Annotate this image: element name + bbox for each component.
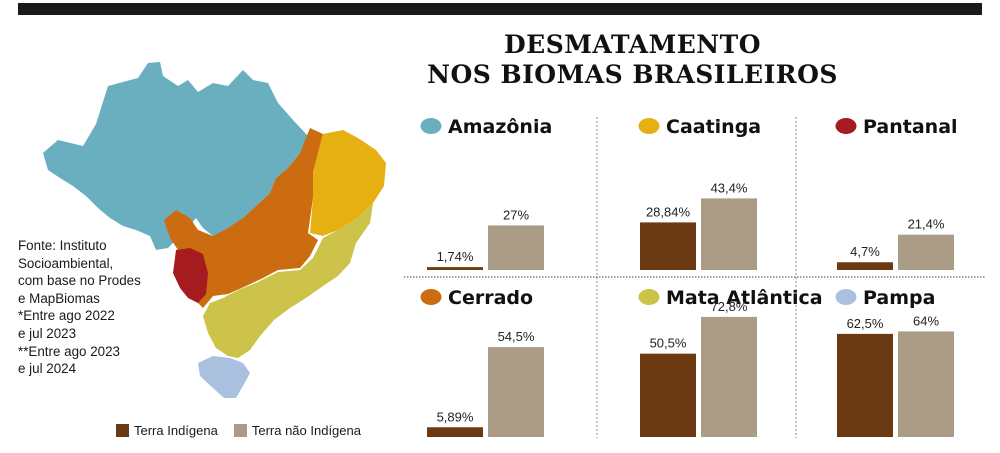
source-line: Socioambiental, [18,255,114,271]
source-line: Fonte: Instituto [18,238,107,253]
biome-title-cerrado: Cerrado [448,287,533,309]
bar-cerrado-non-indigenous [488,347,544,437]
title-line-1: DESMATAMENTO [503,30,762,59]
legend-item-indigenous: Terra Indígena [116,423,218,438]
map-region-mata-atlantica [203,203,373,358]
bar-caatinga-non-indigenous [701,198,757,270]
data-label-cerrado-indigenous: 5,89% [437,409,474,424]
bar-amazonia-non-indigenous [488,225,544,270]
bar-mata-atlantica-non-indigenous [701,316,757,437]
legend-label-non-indigenous: Terra não Indígena [251,423,361,438]
biome-color-dot-caatinga [638,118,660,134]
biome-title-mata-atlantica: Mata Atlântica [666,287,823,309]
bar-caatinga-indigenous [640,222,696,270]
bar-mata-atlantica-indigenous [640,353,696,437]
biome-color-dot-mata-atlantica [638,289,660,305]
biome-color-dot-pantanal [835,118,857,134]
data-label-mata-atlantica-indigenous: 50,5% [650,336,687,351]
data-label-cerrado-non-indigenous: 54,5% [498,329,535,344]
map-region-pampa [198,356,250,398]
map-region-amazonia [43,62,308,250]
data-label-pampa-non-indigenous: 64% [913,313,939,328]
biome-color-dot-amazonia [420,118,442,134]
bar-pampa-indigenous [837,333,893,437]
brazil-biomes-map [43,62,386,398]
legend: Terra Indígena Terra não Indígena [116,423,377,438]
source-line: e jul 2024 [18,361,77,377]
data-label-caatinga-indigenous: 28,84% [646,204,691,219]
data-label-amazonia-indigenous: 1,74% [437,249,474,264]
source-line: com base no Prodes [18,273,141,289]
top-rule [18,3,982,15]
bar-amazonia-indigenous [427,267,483,270]
data-label-caatinga-non-indigenous: 43,4% [711,180,748,195]
biome-color-dot-cerrado [420,289,442,305]
bar-pampa-non-indigenous [898,331,954,437]
legend-swatch-indigenous [116,424,129,437]
source-note: Fonte: Instituto Socioambiental, com bas… [18,237,141,378]
biome-title-pantanal: Pantanal [863,116,958,138]
data-label-pampa-indigenous: 62,5% [847,316,884,331]
data-label-mata-atlantica-non-indigenous: 72,8% [711,299,748,314]
map-region-pantanal [173,248,208,303]
data-label-pantanal-non-indigenous: 21,4% [908,217,945,232]
legend-item-non-indigenous: Terra não Indígena [233,423,361,438]
bar-pantanal-indigenous [837,262,893,270]
map-region-caatinga [310,130,386,236]
data-label-amazonia-non-indigenous: 27% [503,207,529,222]
title-line-2: NOS BIOMAS BRASILEIROS [427,60,838,89]
data-label-pantanal-indigenous: 4,7% [850,244,880,259]
source-line: **Entre ago 2023 [18,343,120,359]
source-line: e MapBiomas [18,290,100,306]
legend-swatch-non-indigenous [233,424,247,437]
biome-title-caatinga: Caatinga [666,116,761,138]
source-line: e jul 2023 [18,325,77,341]
biome-title-pampa: Pampa [863,287,935,309]
biome-title-amazonia: Amazônia [448,116,552,138]
bar-cerrado-indigenous [427,427,483,437]
legend-label-indigenous: Terra Indígena [134,423,218,438]
source-line: *Entre ago 2022 [18,308,115,324]
biome-color-dot-pampa [835,289,857,305]
bar-pantanal-non-indigenous [898,234,954,270]
page-title: DESMATAMENTO NOS BIOMAS BRASILEIROS [405,30,860,90]
